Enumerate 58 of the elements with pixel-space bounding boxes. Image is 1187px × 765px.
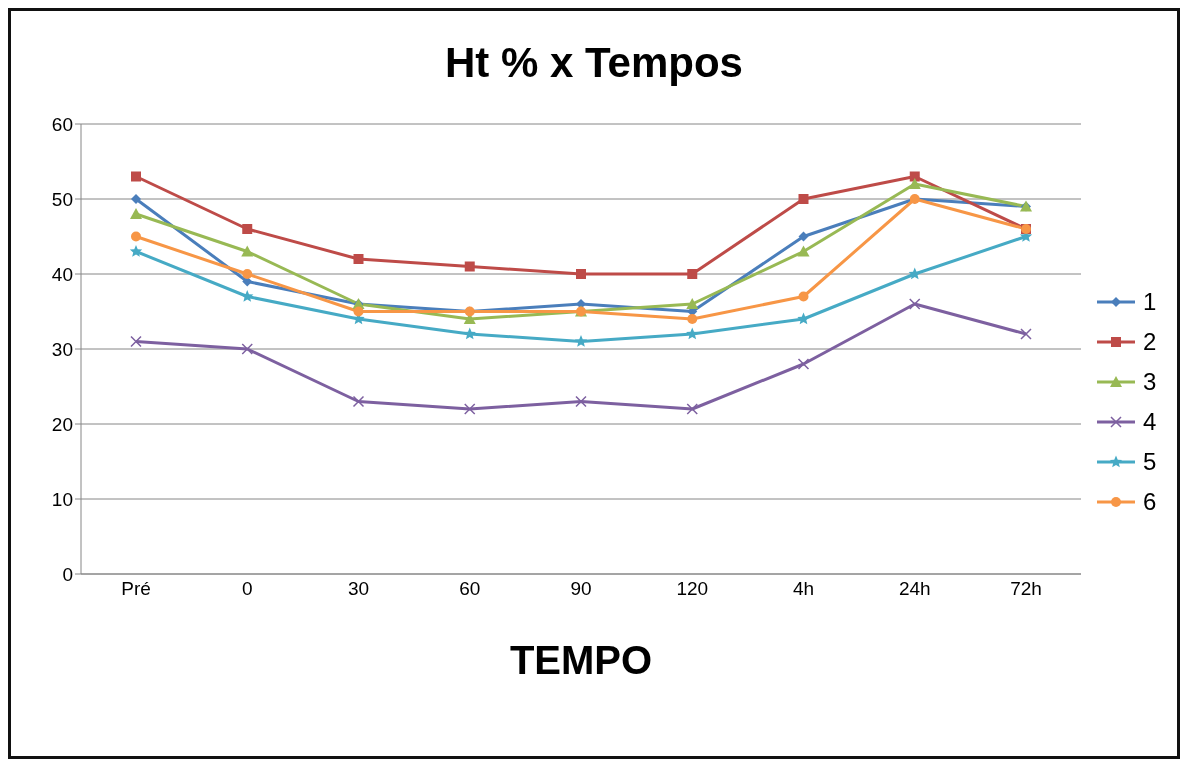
point [797, 358, 810, 370]
point [686, 403, 698, 415]
point [352, 395, 365, 408]
point [576, 269, 586, 279]
x-tick-label: 30 [347, 578, 370, 600]
x-axis-title: TEMPO [509, 638, 653, 682]
legend-label: 6 [1143, 487, 1157, 516]
y-tick-label: 40 [51, 263, 73, 285]
point [242, 269, 253, 279]
y-tick-label: 60 [51, 113, 73, 135]
point [353, 254, 364, 264]
point [686, 298, 699, 309]
x-tick-label: 4h [792, 578, 815, 600]
y-tick-label: 0 [62, 563, 73, 585]
x-tick-label: 72h [1010, 578, 1042, 600]
legend-label: 3 [1143, 367, 1157, 396]
y-tick-label: 10 [51, 488, 73, 510]
x-tick-label: 24h [898, 578, 931, 600]
point [353, 306, 364, 317]
point [797, 245, 810, 257]
x-tick-label: 60 [459, 578, 481, 600]
point [131, 231, 141, 242]
point [241, 245, 254, 257]
y-tick-label: 50 [51, 188, 73, 210]
point [131, 194, 141, 204]
point [241, 343, 253, 355]
x-tick-label: 120 [676, 578, 709, 600]
point [130, 208, 142, 219]
point [575, 395, 587, 408]
point [129, 245, 143, 257]
point [909, 171, 920, 182]
chart-title: Ht % x Tempos [444, 38, 744, 88]
legend-label: 1 [1143, 287, 1157, 316]
point [686, 327, 699, 340]
point [131, 171, 141, 182]
point [908, 178, 921, 189]
legend-label: 4 [1143, 407, 1157, 436]
y-tick-label: 20 [51, 413, 73, 435]
point [798, 231, 809, 242]
point [464, 261, 475, 272]
y-tick-label: 30 [51, 338, 73, 360]
x-tick-label: Pré [121, 578, 151, 600]
legend-label: 5 [1143, 447, 1157, 476]
point [242, 224, 253, 234]
point [909, 298, 921, 310]
point [1020, 328, 1032, 340]
legend-label: 2 [1143, 327, 1157, 356]
point [687, 269, 698, 279]
point [464, 403, 476, 415]
point [130, 335, 142, 348]
x-tick-label: 90 [570, 578, 592, 600]
x-tick-label: 0 [241, 578, 253, 600]
point [687, 314, 698, 324]
point [797, 312, 810, 325]
point [574, 335, 588, 347]
point [798, 291, 809, 302]
point [798, 194, 809, 204]
point [463, 327, 476, 340]
